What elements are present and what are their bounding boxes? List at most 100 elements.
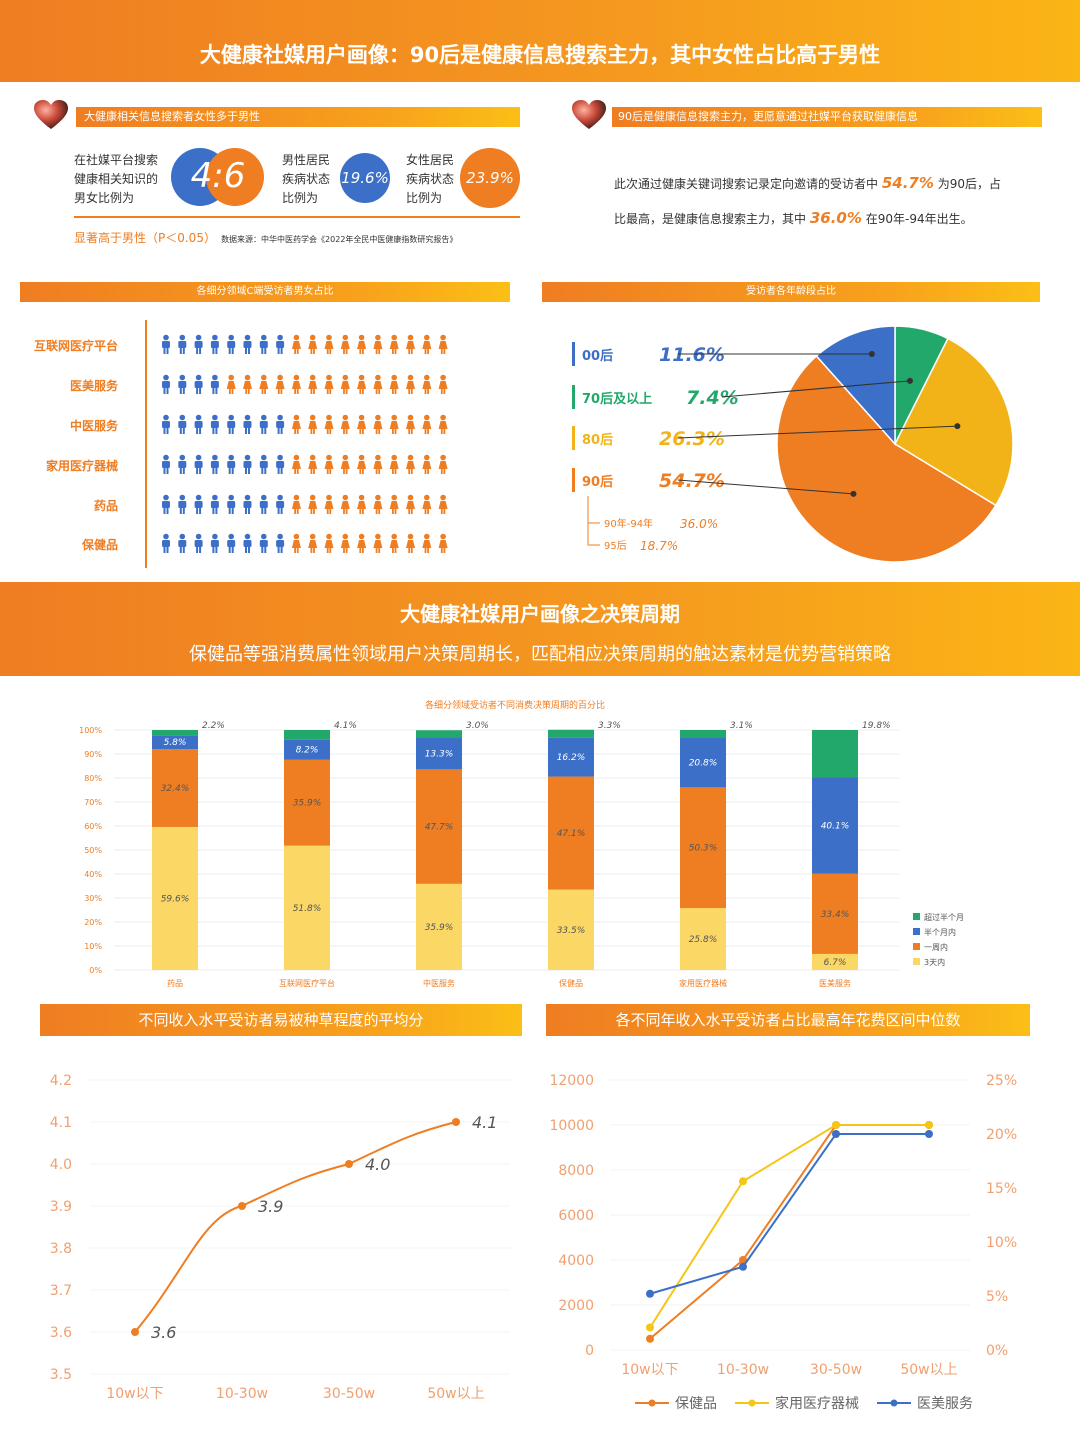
- person-leg: [199, 507, 202, 514]
- person-head: [261, 334, 267, 341]
- stack-bar-value: 33.5%: [557, 926, 586, 936]
- person-dress: [422, 341, 432, 349]
- gender-chart-title: 各细分领域C端受访者男女占比: [196, 286, 334, 297]
- person-leg: [199, 467, 202, 474]
- female-person-icon: [438, 374, 448, 394]
- line-chart1-title: 不同收入水平受访者易被种草程度的平均分: [138, 1011, 424, 1029]
- stack-bar-segment: [416, 883, 462, 970]
- person-leg: [199, 427, 202, 434]
- person-leg: [294, 389, 296, 394]
- y-tick-label: 60%: [84, 822, 102, 831]
- person-head: [407, 414, 414, 421]
- x-tick-label: 50w以上: [900, 1362, 957, 1378]
- person-head: [358, 533, 365, 540]
- female-person-icon: [422, 374, 432, 394]
- stack-bar-value: 40.1%: [821, 822, 850, 832]
- age-leader-line: [721, 380, 910, 398]
- person-leg: [329, 389, 332, 394]
- sig-line: 显著高于男性（P＜0.05） 数据来源：中华中医药学会《2022年全民中医健康指…: [74, 227, 457, 246]
- person-head: [342, 494, 349, 501]
- person-body: [243, 540, 252, 547]
- person-head: [195, 454, 202, 461]
- stack-bar-segment: [152, 730, 198, 736]
- person-dress: [291, 540, 301, 548]
- male-text-line: 比例为: [282, 191, 319, 205]
- person-leg: [280, 467, 283, 474]
- x-tick-label: 10w以下: [106, 1386, 163, 1402]
- person-head: [424, 374, 430, 381]
- y-tick-label: 0: [585, 1343, 594, 1359]
- female-person-icon: [340, 454, 350, 474]
- female-person-icon: [291, 414, 301, 434]
- female-person-icon: [324, 533, 334, 553]
- male-value: 19.6%: [341, 169, 389, 187]
- age-sub-label: 95后: [604, 540, 627, 552]
- person-leg: [280, 507, 283, 514]
- female-person-icon: [406, 334, 415, 354]
- female-person-icon: [373, 533, 383, 553]
- person-head: [228, 374, 234, 381]
- person-body: [178, 461, 187, 468]
- person-leg: [326, 509, 329, 514]
- person-dress: [357, 341, 367, 349]
- right-panel-line: 此次通过健康关键词搜索记录定向邀请的受访者中 54.7% 为90后，占: [614, 166, 1001, 201]
- person-leg: [196, 347, 199, 354]
- person-body: [259, 341, 268, 348]
- person-dress: [422, 381, 432, 389]
- person-leg: [179, 427, 182, 434]
- person-head: [293, 454, 300, 461]
- person-leg: [245, 546, 247, 553]
- person-leg: [280, 389, 283, 394]
- person-dress: [357, 540, 367, 548]
- person-leg: [362, 469, 364, 474]
- gender-chart-axis: [145, 320, 147, 568]
- male-person-icon: [210, 533, 219, 553]
- person-leg: [228, 467, 231, 474]
- female-person-icon: [422, 533, 432, 553]
- person-head: [163, 494, 169, 501]
- person-leg: [410, 389, 413, 394]
- age-label-marker: [572, 426, 575, 450]
- person-leg: [261, 347, 264, 354]
- gender-row-label: 中医服务: [69, 419, 118, 433]
- female-person-icon: [438, 414, 448, 434]
- age-sub-value: 36.0%: [680, 517, 718, 531]
- person-leg: [310, 429, 313, 434]
- age-leader-line: [677, 479, 854, 495]
- y2-tick-label: 0%: [986, 1343, 1008, 1359]
- person-leg: [179, 546, 182, 553]
- stack-bar-segment: [416, 737, 462, 770]
- person-leg: [443, 469, 446, 474]
- person-leg: [326, 548, 329, 553]
- person-dress: [324, 421, 334, 429]
- person-body: [210, 381, 219, 388]
- stack-bar-value: 4.1%: [334, 721, 357, 731]
- gender-row-icons: [162, 414, 448, 434]
- person-head: [391, 414, 397, 421]
- series-line: [649, 1124, 929, 1329]
- stack-bar-value: 3.1%: [730, 721, 753, 731]
- person-head: [375, 374, 381, 381]
- person-head: [375, 334, 381, 341]
- stack-bar-segment: [680, 730, 726, 738]
- person-leg: [264, 507, 267, 514]
- age-leader-dot: [954, 423, 961, 430]
- person-leg: [343, 429, 345, 434]
- person-leg: [229, 389, 231, 394]
- person-leg: [166, 387, 169, 394]
- y-tick-label: 20%: [84, 918, 102, 927]
- y-tick-label: 0%: [89, 966, 102, 975]
- person-head: [195, 334, 202, 341]
- line-chart1: 3.5 3.6 3.7 3.8 3.9 4.0 4.1 4.2 3.6 3.9 4.0 4.1 10w以…: [50, 1073, 510, 1402]
- legend-label: 半个月内: [924, 927, 956, 937]
- stack-bar-value: 35.9%: [293, 799, 322, 809]
- line-chart2-title-bar: 各不同年收入水平受访者占比最高年花费区间中位数: [546, 1004, 1030, 1036]
- person-head: [244, 414, 251, 421]
- person-dress: [324, 341, 334, 349]
- x-tick-label: 50w以上: [427, 1386, 484, 1402]
- age-leader-dot: [906, 377, 913, 384]
- person-head: [277, 533, 283, 540]
- person-leg: [326, 349, 329, 354]
- person-dress: [291, 421, 301, 429]
- person-leg: [296, 389, 299, 394]
